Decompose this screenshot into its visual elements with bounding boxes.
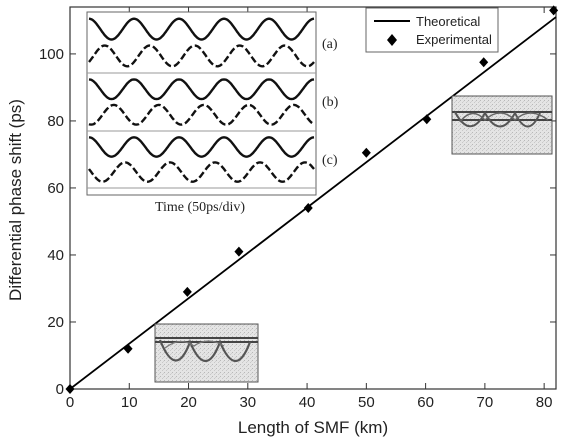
waveform-traces (88, 17, 315, 183)
x-tick-label: 0 (66, 394, 74, 411)
y-tick-label: 60 (47, 180, 64, 197)
waveform-inset: (a) (b) (c) Time (50ps/div) (86, 11, 339, 215)
experimental-point (123, 343, 133, 354)
inset-x-label: Time (50ps/div) (155, 200, 245, 215)
experimental-point (65, 384, 75, 394)
experimental-point (361, 147, 371, 158)
experimental-point (303, 203, 313, 214)
waveform-trace-2-0 (88, 136, 315, 158)
y-axis-label: Differential phase shift (ps) (6, 99, 25, 301)
eye-diagram-inset-upper (451, 95, 553, 155)
legend-label-theoretical: Theoretical (416, 14, 480, 29)
waveform-trace-0-0 (88, 17, 315, 41)
plot-frame (69, 6, 557, 390)
x-tick-label: 20 (180, 394, 197, 411)
x-tick-label: 50 (358, 394, 375, 411)
eye-diagram-inset-lower (154, 323, 259, 383)
legend-marker-experimental (387, 34, 397, 46)
x-tick-label: 60 (417, 394, 434, 411)
waveform-trace-1-0 (88, 78, 315, 101)
x-tick-label: 30 (239, 394, 256, 411)
panel-label-a: (a) (322, 37, 338, 52)
waveform-trace-0-1 (88, 44, 315, 68)
legend-label-experimental: Experimental (416, 32, 492, 47)
waveform-trace-1-1 (88, 103, 315, 126)
y-tick-label: 0 (56, 381, 64, 398)
experimental-point (182, 286, 192, 297)
x-tick-label: 70 (477, 394, 494, 411)
y-tick-label: 100 (39, 46, 64, 63)
panel-label-c: (c) (322, 153, 338, 168)
experimental-point (234, 246, 244, 257)
y-tick-label: 40 (47, 247, 64, 264)
legend: Theoretical Experimental (365, 7, 499, 53)
y-tick-label: 80 (47, 113, 64, 130)
waveform-trace-2-1 (88, 161, 315, 183)
panel-label-b: (b) (322, 95, 339, 110)
x-axis-label: Length of SMF (km) (238, 418, 388, 437)
y-axis-ticks: 0 20 40 60 80 100 (39, 46, 556, 398)
y-tick-label: 20 (47, 314, 64, 331)
experimental-point (479, 57, 489, 68)
series-layer (65, 5, 559, 394)
experimental-point (422, 114, 432, 125)
x-tick-label: 80 (536, 394, 553, 411)
x-tick-label: 10 (121, 394, 138, 411)
series-theoretical-line (69, 16, 557, 390)
experimental-point (549, 5, 559, 16)
x-tick-label: 40 (299, 394, 316, 411)
